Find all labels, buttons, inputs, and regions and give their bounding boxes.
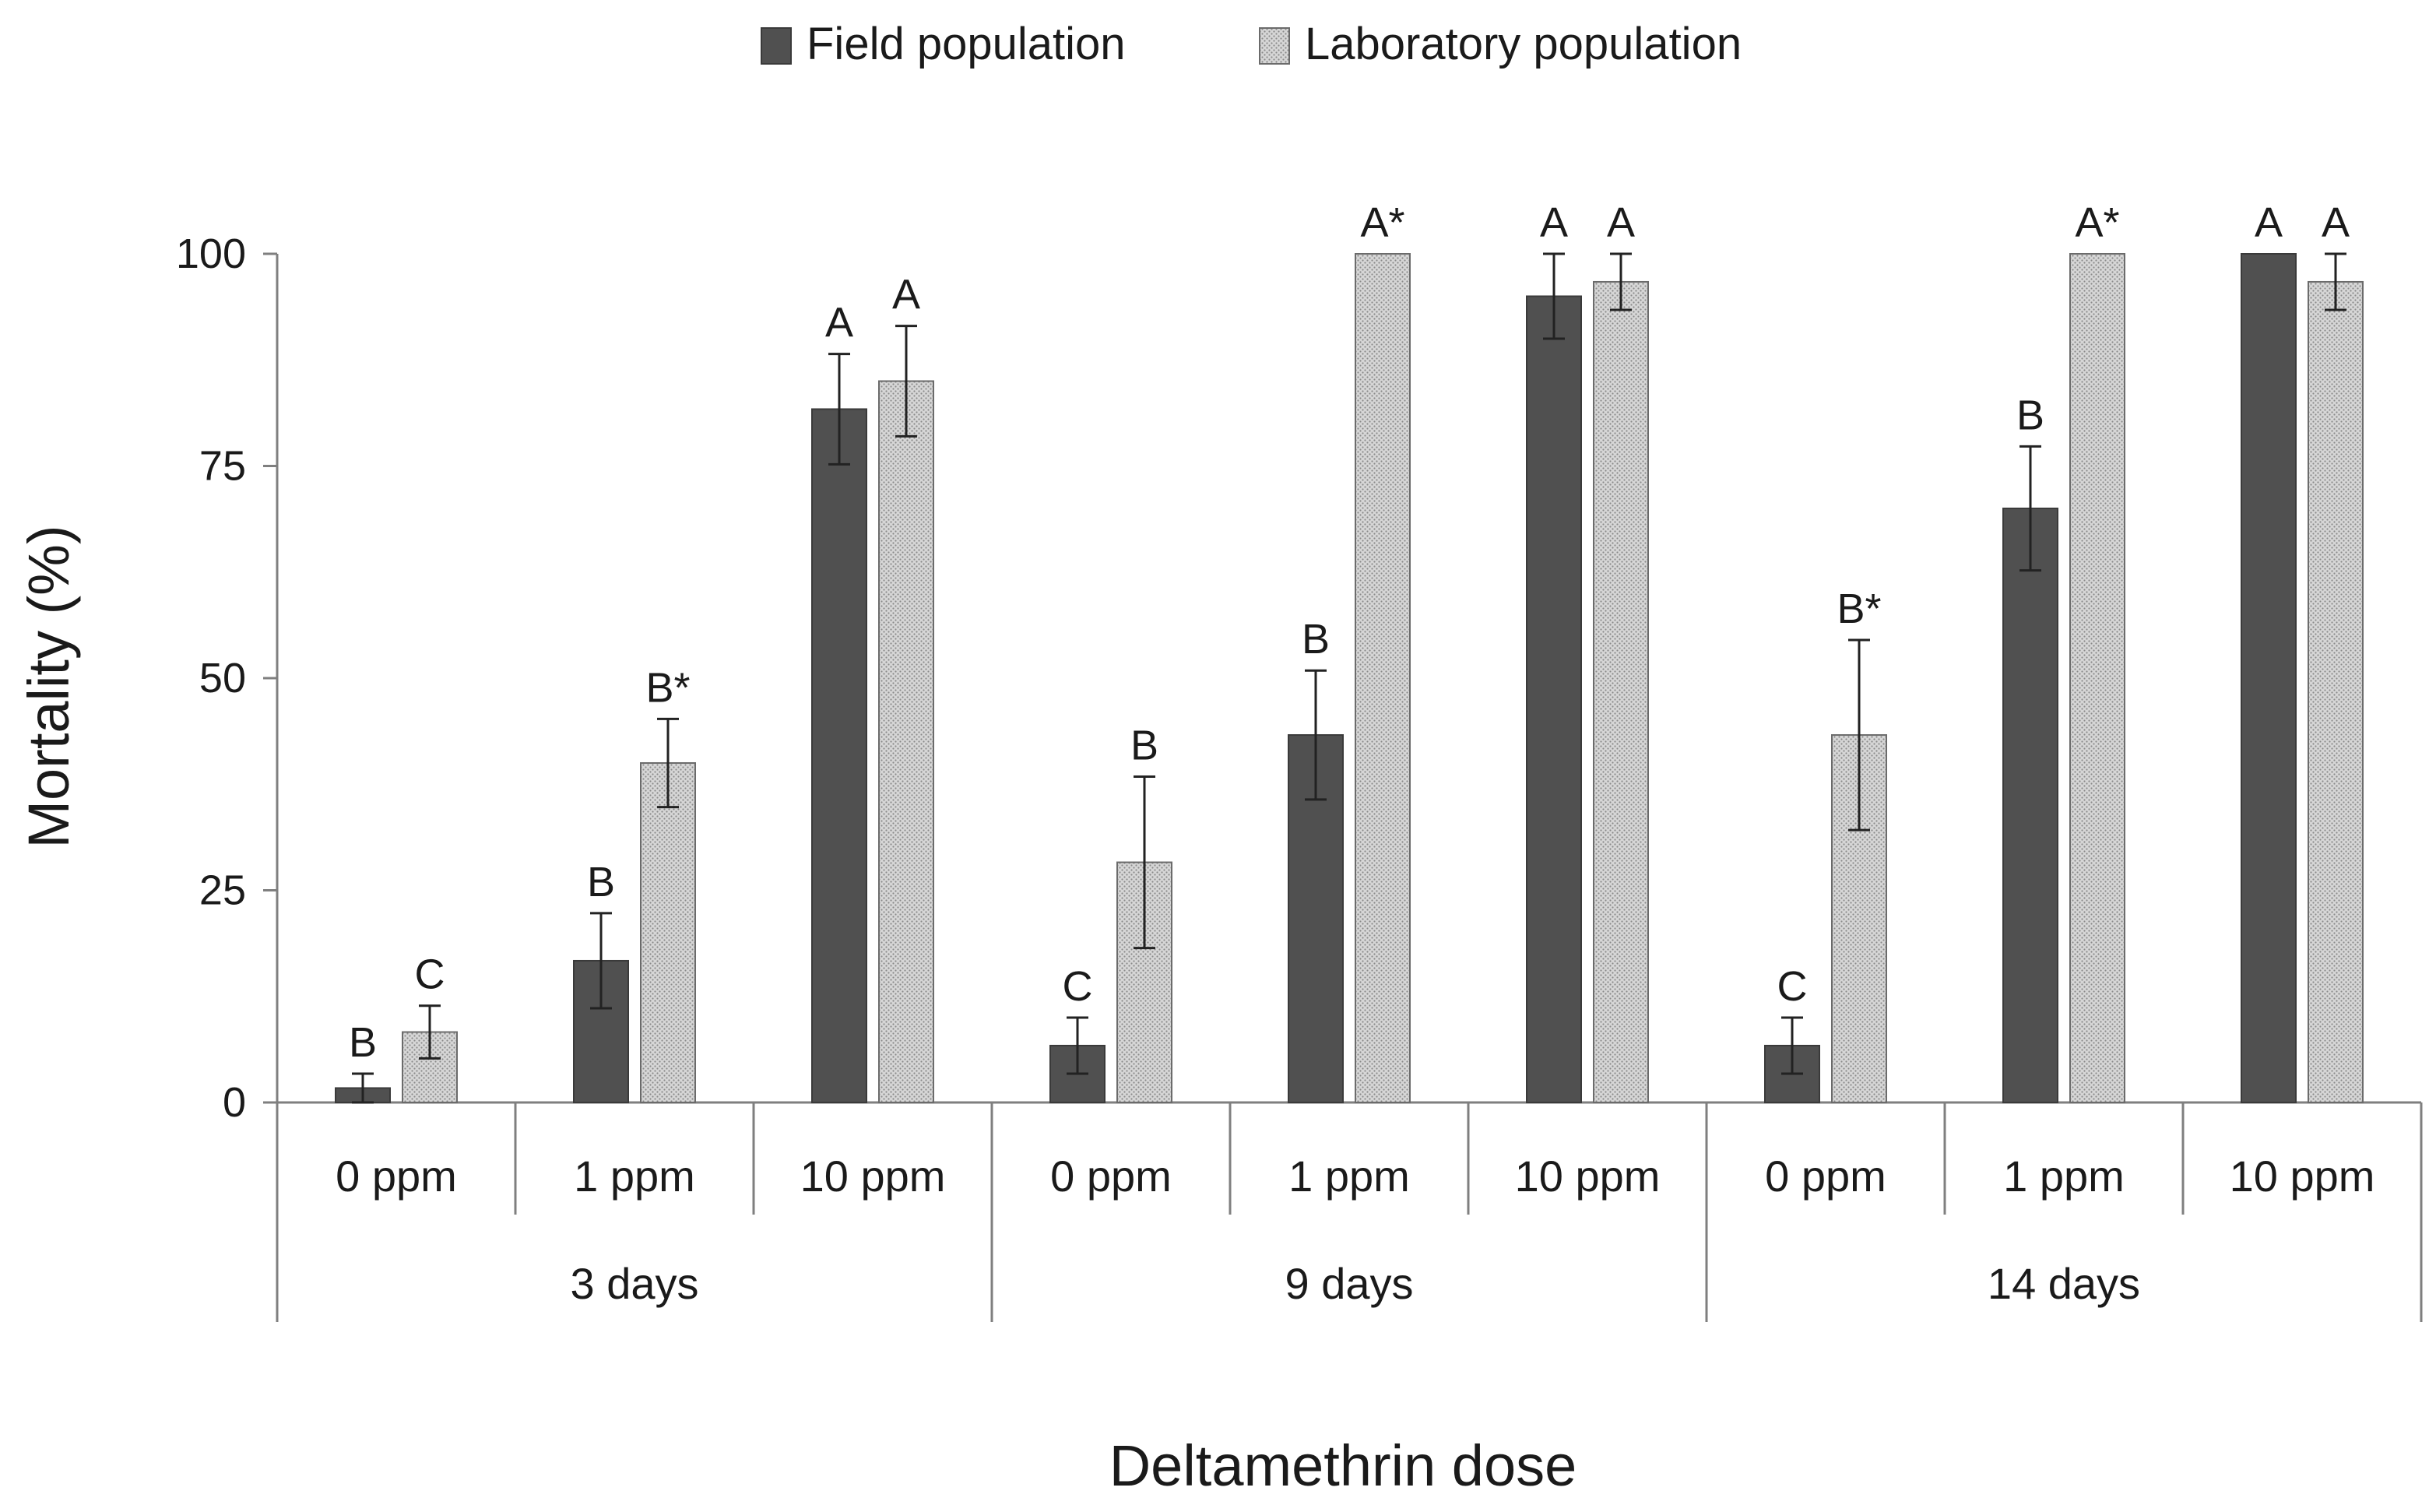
significance-label: A (1540, 199, 1568, 246)
lab-bar (878, 380, 934, 1103)
x-category-label: 0 ppm (1050, 1152, 1172, 1201)
x-axis: 0 ppm 1 ppm 10 ppm 0 ppm 1 ppm 10 ppm 0 ppm 1 p… (276, 1101, 2423, 1322)
significance-label: C (1777, 963, 1808, 1010)
field-bar (2002, 508, 2058, 1103)
significance-label: A (825, 300, 853, 346)
significance-label: B (1130, 722, 1158, 768)
lab-bar (1593, 280, 1649, 1104)
x-category-label: 10 ppm (800, 1152, 946, 1201)
x-category-label: 1 ppm (2003, 1152, 2125, 1201)
x-category-label: 1 ppm (574, 1152, 695, 1201)
significance-label: A (892, 272, 920, 318)
significance-label: C (415, 951, 445, 998)
lab-bar (1355, 253, 1411, 1103)
significance-label: B* (645, 664, 690, 711)
y-tick-label: 25 (199, 867, 246, 914)
significance-label: A (2322, 199, 2350, 246)
lab-bar (640, 762, 696, 1103)
lab-bar (2069, 253, 2125, 1103)
x-group-label: 14 days (1988, 1259, 2140, 1308)
field-bar (811, 408, 867, 1103)
y-tick-label: 0 (223, 1079, 246, 1126)
significance-label: A* (1360, 199, 1404, 246)
legend-swatch-field (761, 27, 792, 65)
x-category-label: 1 ppm (1288, 1152, 1410, 1201)
significance-label: A* (2075, 199, 2119, 246)
y-axis: 0 25 50 75 100 (176, 230, 279, 1126)
x-category-label: 10 ppm (2230, 1152, 2375, 1201)
significance-label: B (349, 1019, 377, 1066)
lab-bar (2308, 280, 2364, 1104)
legend-label-field: Field population (807, 19, 1126, 69)
x-axis-title: Deltamethrin dose (1109, 1433, 1577, 1498)
field-bar (2241, 253, 2297, 1103)
significance-label: A (2255, 199, 2283, 246)
x-group-label: 3 days (571, 1259, 699, 1308)
significance-label: B (2016, 392, 2044, 438)
significance-label: C (1063, 963, 1093, 1010)
x-category-label: 10 ppm (1515, 1152, 1661, 1201)
significance-label: B* (1837, 585, 1881, 632)
legend: Field population Laboratory population (761, 19, 1742, 69)
x-category-label: 0 ppm (1765, 1152, 1886, 1201)
x-category-label: 0 ppm (336, 1152, 457, 1201)
x-group-label: 9 days (1285, 1259, 1414, 1308)
significance-label: B (587, 859, 615, 905)
y-axis-title: Mortality (%) (16, 525, 81, 848)
y-tick-label: 100 (176, 230, 246, 277)
significance-label: A (1607, 199, 1635, 246)
significance-label: B (1302, 616, 1330, 663)
field-bar (1526, 295, 1582, 1103)
legend-swatch-lab (1259, 27, 1290, 65)
legend-label-lab: Laboratory population (1305, 19, 1742, 69)
y-tick-label: 50 (199, 655, 246, 701)
y-tick-label: 75 (199, 443, 246, 490)
